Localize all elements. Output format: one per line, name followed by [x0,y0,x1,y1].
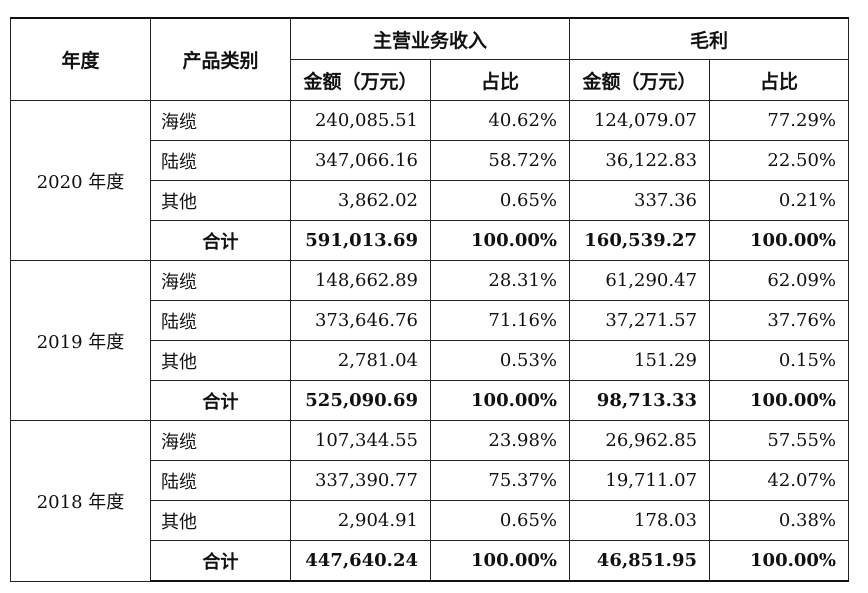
profit-share-cell: 57.55% [709,420,850,461]
header-profit-amount: 金额（万元） [569,59,711,101]
total-row: 合计 525,090.69 100.00% 98,713.33 100.00% [11,380,850,421]
revenue-share-cell: 0.65% [429,180,571,221]
revenue-cell: 148,662.89 [290,260,431,301]
total-label-cell: 合计 [150,220,291,261]
header-profit-share: 占比 [709,59,850,101]
revenue-share-cell: 100.00% [429,380,571,421]
category-cell: 其他 [150,500,291,541]
category-cell: 其他 [150,180,291,221]
revenue-cell: 591,013.69 [290,220,431,261]
revenue-share-cell: 0.53% [429,340,571,381]
profit-cell: 26,962.85 [569,420,711,461]
revenue-profit-table: 年度 产品类别 主营业务收入 毛利 金额（万元） 占比 金额（万元） 占比 20… [10,17,850,582]
financial-table-container: 年度 产品类别 主营业务收入 毛利 金额（万元） 占比 金额（万元） 占比 20… [10,17,850,582]
revenue-share-cell: 23.98% [429,420,571,461]
total-row: 合计 591,013.69 100.00% 160,539.27 100.00% [11,220,850,261]
revenue-share-cell: 71.16% [429,300,571,341]
table-row: 其他 3,862.02 0.65% 337.36 0.21% [11,180,850,221]
header-profit-group: 毛利 [569,17,850,60]
profit-share-cell: 0.15% [709,340,850,381]
total-label-cell: 合计 [150,380,291,421]
table-row: 2020 年度 海缆 240,085.51 40.62% 124,079.07 … [10,100,850,261]
profit-cell: 160,539.27 [569,220,711,261]
profit-cell: 337.36 [569,180,711,221]
table-body: 2020 年度 海缆 240,085.51 40.62% 124,079.07 … [10,100,850,582]
total-label-cell: 合计 [150,540,291,582]
profit-cell: 98,713.33 [569,380,711,421]
revenue-share-cell: 100.00% [429,220,571,261]
profit-share-cell: 62.09% [709,260,850,301]
category-cell: 海缆 [150,260,291,301]
profit-share-cell: 77.29% [709,100,850,141]
header-category: 产品类别 [150,17,291,101]
profit-share-cell: 100.00% [709,220,850,261]
total-row: 合计 447,640.24 100.00% 46,851.95 100.00% [11,540,850,582]
profit-share-cell: 0.38% [709,500,850,541]
revenue-share-cell: 100.00% [429,540,571,582]
table-row: 2018 年度 海缆 107,344.55 23.98% 26,962.85 5… [10,420,850,582]
profit-cell: 36,122.83 [569,140,711,181]
table-row: 陆缆 373,646.76 71.16% 37,271.57 37.76% [11,300,850,341]
revenue-share-cell: 75.37% [429,460,571,501]
revenue-share-cell: 58.72% [429,140,571,181]
revenue-cell: 447,640.24 [290,540,431,582]
header-revenue-amount: 金额（万元） [290,59,431,101]
category-cell: 海缆 [150,100,291,141]
table-header: 年度 产品类别 主营业务收入 毛利 金额（万元） 占比 金额（万元） 占比 [10,17,850,101]
table-row: 其他 2,904.91 0.65% 178.03 0.38% [11,500,850,541]
year-cell: 2019 年度 [10,260,151,421]
table-row: 其他 2,781.04 0.53% 151.29 0.15% [11,340,850,381]
profit-share-cell: 100.00% [709,540,850,582]
header-revenue-group: 主营业务收入 [289,17,571,60]
revenue-cell: 337,390.77 [290,460,431,501]
profit-cell: 46,851.95 [569,540,711,582]
revenue-cell: 373,646.76 [290,300,431,341]
category-cell: 其他 [150,340,291,381]
profit-cell: 61,290.47 [569,260,711,301]
revenue-share-cell: 40.62% [429,100,571,141]
revenue-cell: 240,085.51 [290,100,431,141]
header-revenue-share: 占比 [429,59,571,101]
revenue-cell: 107,344.55 [290,420,431,461]
year-cell: 2018 年度 [10,420,151,582]
category-cell: 陆缆 [150,300,291,341]
profit-cell: 124,079.07 [569,100,711,141]
revenue-cell: 3,862.02 [290,180,431,221]
revenue-share-cell: 0.65% [429,500,571,541]
revenue-cell: 2,781.04 [290,340,431,381]
profit-cell: 178.03 [569,500,711,541]
profit-share-cell: 0.21% [709,180,850,221]
profit-cell: 151.29 [569,340,711,381]
profit-cell: 19,711.07 [569,460,711,501]
header-row-2: 金额（万元） 占比 金额（万元） 占比 [11,59,850,101]
revenue-cell: 347,066.16 [290,140,431,181]
category-cell: 陆缆 [150,460,291,501]
header-row-1: 年度 产品类别 主营业务收入 毛利 [10,17,850,101]
profit-share-cell: 22.50% [709,140,850,181]
category-cell: 海缆 [150,420,291,461]
table-row: 2019 年度 海缆 148,662.89 28.31% 61,290.47 6… [10,260,850,421]
category-cell: 陆缆 [150,140,291,181]
header-year: 年度 [10,17,151,101]
year-cell: 2020 年度 [10,100,151,261]
profit-cell: 37,271.57 [569,300,711,341]
profit-share-cell: 37.76% [709,300,850,341]
revenue-cell: 2,904.91 [290,500,431,541]
revenue-share-cell: 28.31% [429,260,571,301]
profit-share-cell: 100.00% [709,380,850,421]
table-row: 陆缆 347,066.16 58.72% 36,122.83 22.50% [11,140,850,181]
revenue-cell: 525,090.69 [290,380,431,421]
profit-share-cell: 42.07% [709,460,850,501]
